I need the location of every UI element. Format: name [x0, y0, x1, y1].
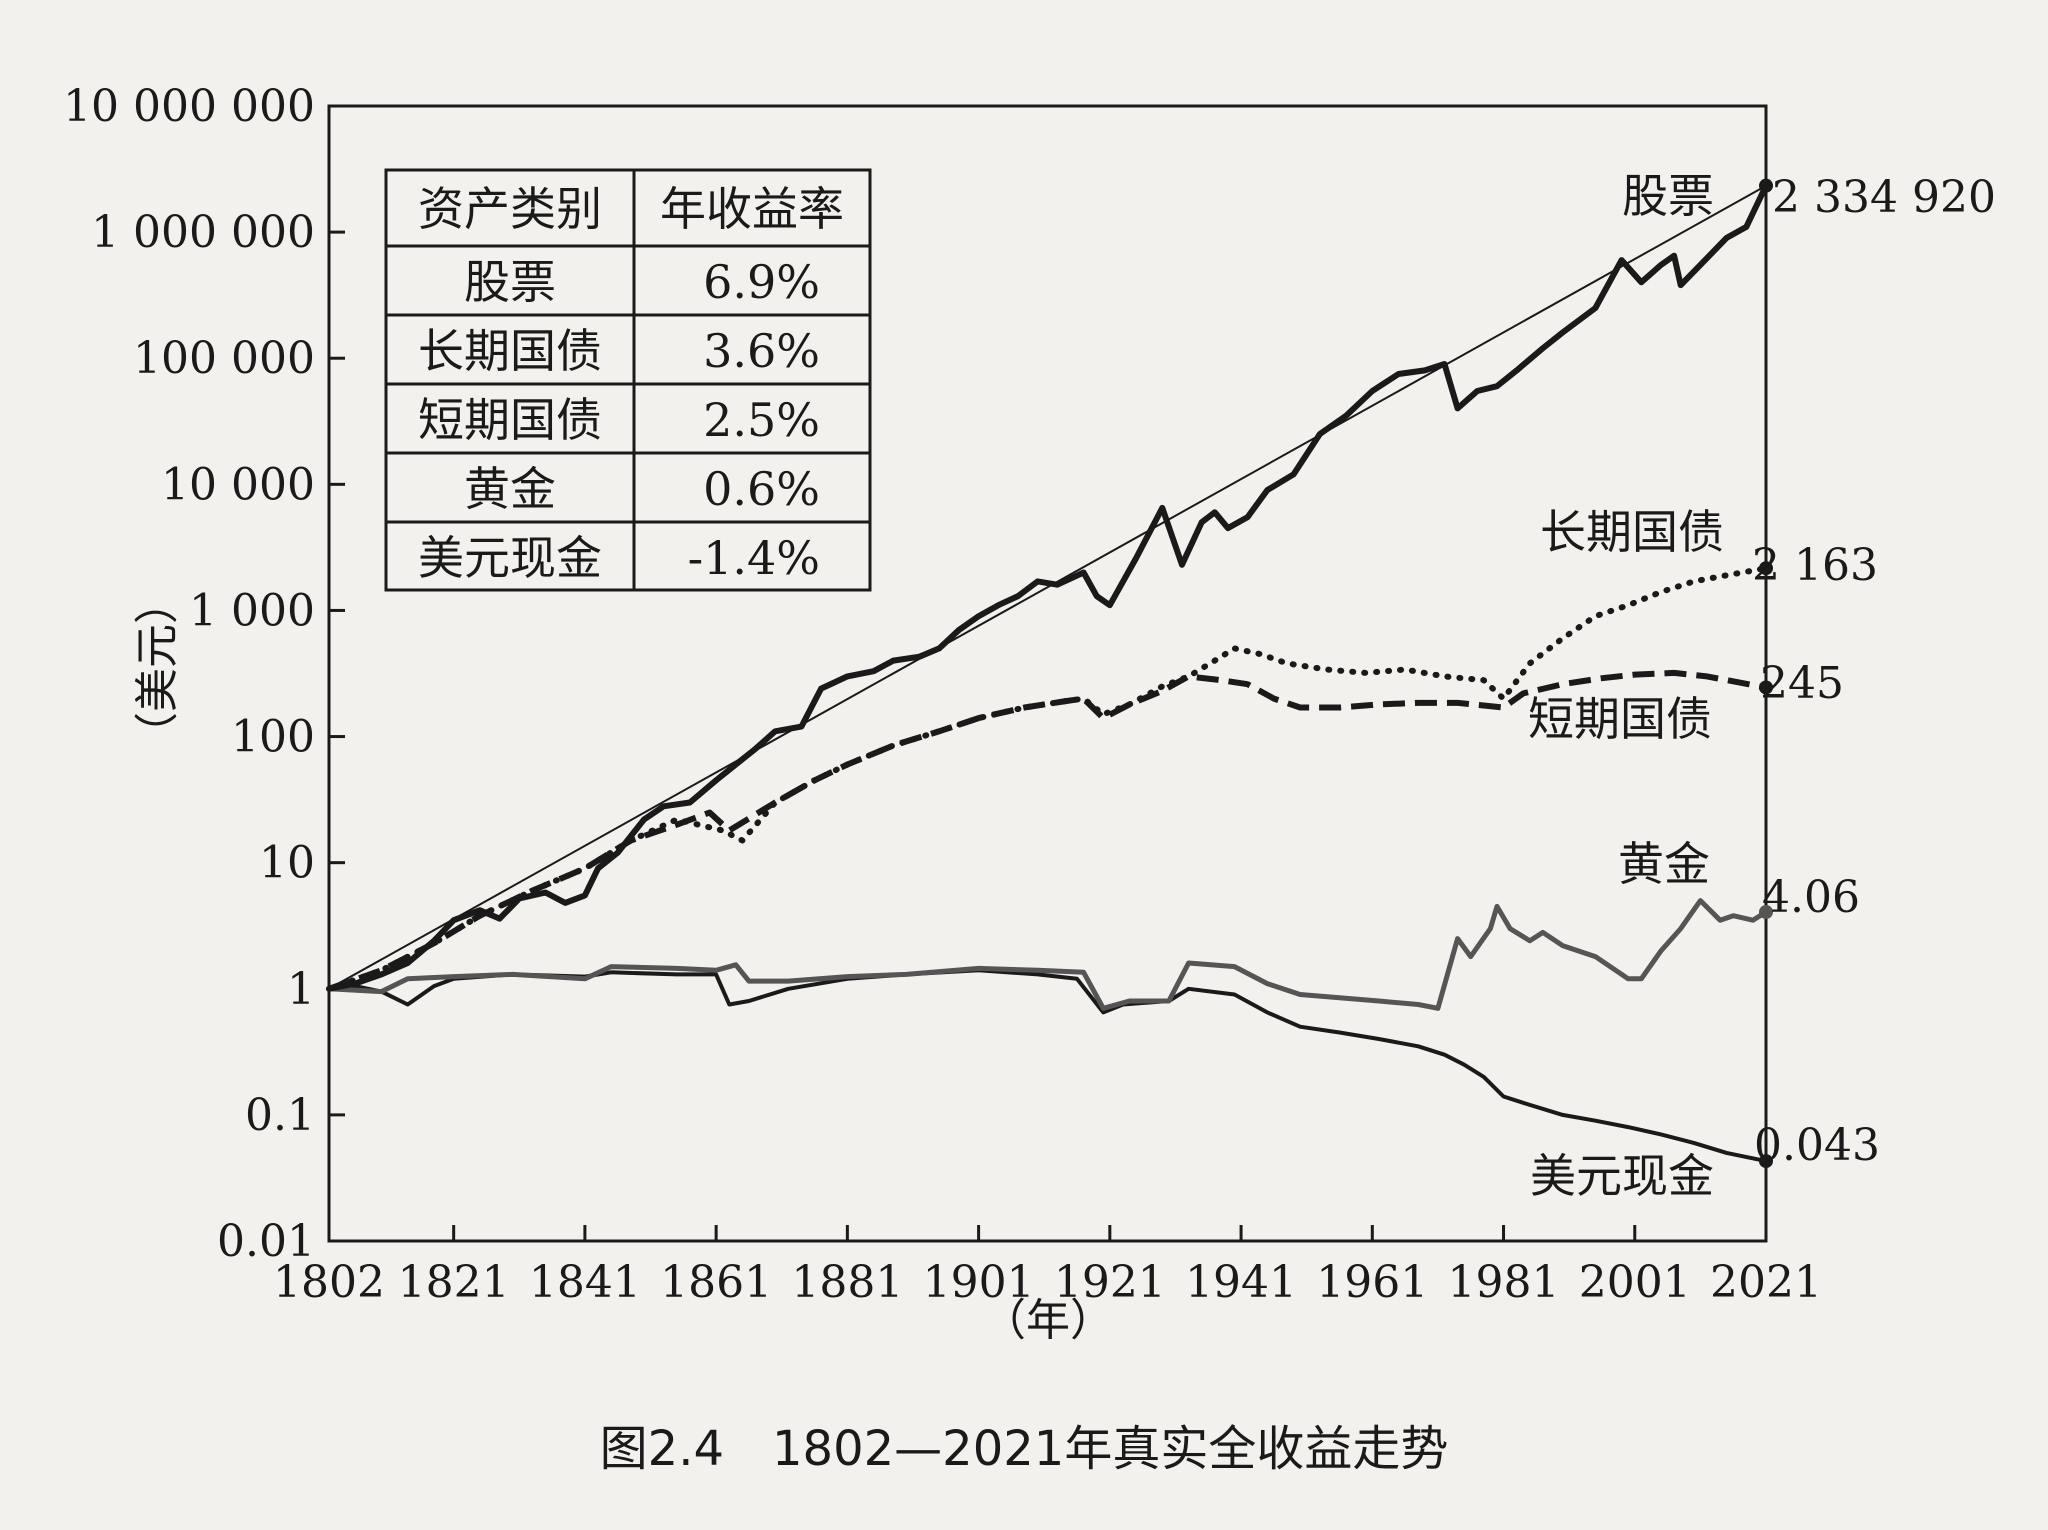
y-tick-label: 1	[287, 964, 315, 1015]
figure-caption: 图2.4 1802—2021年真实全收益走势	[600, 1421, 1449, 1477]
table-cell-asset: 股票	[464, 255, 556, 309]
x-tick-label: 1961	[1316, 1257, 1428, 1308]
x-tick-label: 1861	[660, 1257, 772, 1308]
end-value-bills: 245	[1760, 658, 1844, 709]
series-label-stocks: 股票	[1622, 169, 1714, 223]
y-tick-label: 1 000	[189, 585, 315, 636]
y-tick-label: 1 000 000	[91, 207, 315, 258]
y-tick-label: 100	[231, 712, 315, 763]
y-tick-label: 10 000 000	[63, 81, 315, 132]
end-value-dollar: 0.043	[1754, 1120, 1880, 1171]
series-line	[326, 898, 1769, 1011]
table-header-asset: 资产类别	[418, 182, 602, 236]
y-tick-label: 10	[259, 838, 315, 889]
x-axis-title: （年）	[982, 1295, 1114, 1346]
series-end-point	[1759, 178, 1773, 193]
x-tick-label: 1941	[1185, 1257, 1297, 1308]
y-axis-title: （美元）	[132, 580, 183, 756]
trend-line	[328, 184, 1767, 990]
series-label-dollar: 美元现金	[1530, 1149, 1714, 1203]
series-label-bills: 短期国债	[1528, 692, 1712, 746]
table-header-return: 年收益率	[660, 182, 844, 236]
x-tick-label: 1881	[791, 1257, 903, 1308]
series-end-point	[1759, 1154, 1773, 1169]
end-value-gold: 4.06	[1762, 872, 1860, 923]
table-cell-return: 6.9%	[703, 255, 820, 309]
series-line	[328, 669, 1767, 992]
series-label-gold: 黄金	[1618, 837, 1710, 891]
series-end-point	[1759, 905, 1773, 920]
table-cell-asset: 长期国债	[418, 324, 602, 378]
series-line	[326, 565, 1769, 992]
x-tick-label: 1921	[1054, 1257, 1166, 1308]
series-line	[327, 968, 1768, 1164]
table-cell-return: -1.4%	[688, 531, 820, 585]
series-end-point	[1759, 561, 1773, 576]
series-label-bonds: 长期国债	[1540, 505, 1724, 559]
y-tick-label: 0.1	[245, 1090, 315, 1141]
x-tick-label: 1981	[1448, 1257, 1560, 1308]
x-tick-label: 1901	[923, 1257, 1035, 1308]
plot-frame	[327, 104, 1768, 1243]
x-tick-label: 1802	[273, 1257, 385, 1308]
y-tick-label: 10 000	[161, 459, 315, 510]
returns-table: 资产类别 年收益率 股票 6.9% 长期国债 3.6% 短期国债 2.5% 黄金…	[384, 168, 872, 592]
y-tick-label: 100 000	[133, 333, 315, 384]
x-tick-label: 2021	[1710, 1257, 1822, 1308]
series-layer	[326, 178, 1773, 1169]
table-cell-return: 3.6%	[703, 324, 820, 378]
series-end-point	[1759, 680, 1773, 695]
table-cell-return: 2.5%	[703, 393, 820, 447]
table-cell-asset: 短期国债	[418, 393, 602, 447]
x-tick-label: 1841	[529, 1257, 641, 1308]
end-value-bonds: 2 163	[1752, 540, 1878, 591]
end-value-stocks: 2 334 920	[1772, 172, 1996, 223]
table-cell-asset: 黄金	[464, 462, 556, 516]
table-cell-asset: 美元现金	[418, 531, 602, 585]
x-tick-label: 1821	[398, 1257, 510, 1308]
x-axis-ticks: 1802 1821 1841 1861 1881 1901 1921 1941 1961 1981…	[273, 1225, 1822, 1308]
x-tick-label: 2001	[1579, 1257, 1691, 1308]
table-cell-return: 0.6%	[703, 462, 820, 516]
y-tick-label: 0.01	[217, 1216, 315, 1267]
series-line	[326, 182, 1769, 992]
